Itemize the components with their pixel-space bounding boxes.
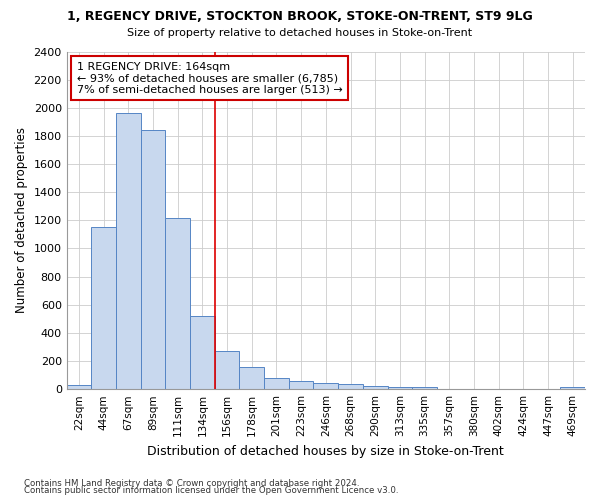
Bar [116,114,141,389]
Bar [338,384,363,389]
Bar [215,351,239,389]
Bar [190,316,215,389]
Bar [166,218,190,389]
Bar [264,378,289,389]
Bar [412,386,437,389]
Text: 1, REGENCY DRIVE, STOCKTON BROOK, STOKE-ON-TRENT, ST9 9LG: 1, REGENCY DRIVE, STOCKTON BROOK, STOKE-… [67,10,533,23]
Text: Size of property relative to detached houses in Stoke-on-Trent: Size of property relative to detached ho… [127,28,473,38]
Text: 1 REGENCY DRIVE: 164sqm
← 93% of detached houses are smaller (6,785)
7% of semi-: 1 REGENCY DRIVE: 164sqm ← 93% of detache… [77,62,343,95]
Bar [363,386,388,389]
Bar [239,368,264,389]
X-axis label: Distribution of detached houses by size in Stoke-on-Trent: Distribution of detached houses by size … [148,444,504,458]
Text: Contains public sector information licensed under the Open Government Licence v3: Contains public sector information licen… [24,486,398,495]
Bar [289,382,313,389]
Bar [313,383,338,389]
Bar [388,387,412,389]
Bar [141,130,166,389]
Bar [91,228,116,389]
Bar [67,385,91,389]
Bar [560,387,585,389]
Y-axis label: Number of detached properties: Number of detached properties [15,128,28,314]
Text: Contains HM Land Registry data © Crown copyright and database right 2024.: Contains HM Land Registry data © Crown c… [24,478,359,488]
